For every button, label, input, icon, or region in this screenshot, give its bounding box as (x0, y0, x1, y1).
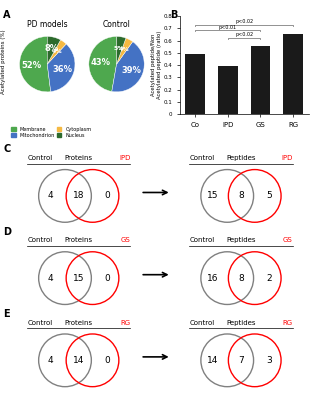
Text: RG: RG (283, 320, 293, 326)
Wedge shape (47, 40, 66, 64)
Text: 52%: 52% (21, 61, 41, 70)
Text: B: B (170, 10, 177, 20)
Text: RG: RG (120, 320, 130, 326)
Wedge shape (89, 36, 117, 91)
Text: 39%: 39% (122, 66, 141, 75)
Bar (283, 34, 303, 114)
Text: 15: 15 (73, 273, 84, 283)
Text: Control: Control (189, 320, 215, 326)
Text: p<0.01: p<0.01 (219, 25, 237, 30)
Title: PD models: PD models (27, 20, 67, 29)
Text: Acetylated proteins (%): Acetylated proteins (%) (1, 30, 6, 95)
Text: Control: Control (189, 237, 215, 243)
Text: 3: 3 (267, 356, 272, 365)
Text: 14: 14 (207, 356, 218, 365)
Y-axis label: Acetylated peptide/Non
Acetylated peptide (ratio): Acetylated peptide/Non Acetylated peptid… (151, 31, 162, 99)
Text: Proteins: Proteins (65, 320, 93, 326)
Text: Peptides: Peptides (226, 320, 256, 326)
Text: Control: Control (189, 155, 215, 161)
Text: 8%: 8% (44, 44, 58, 53)
Text: Proteins: Proteins (65, 237, 93, 243)
Wedge shape (117, 38, 133, 64)
Text: 4%: 4% (119, 47, 129, 53)
Wedge shape (20, 36, 51, 92)
Text: D: D (3, 227, 11, 237)
Legend: Membrane, Mitochondrion, Cytoplasm, Nucleus: Membrane, Mitochondrion, Cytoplasm, Nucl… (9, 125, 94, 140)
Text: E: E (3, 309, 10, 319)
Bar (251, 46, 270, 114)
Text: A: A (3, 10, 11, 20)
Text: 5%: 5% (114, 46, 125, 51)
Wedge shape (47, 36, 60, 64)
Text: 2: 2 (267, 273, 272, 283)
Text: 36%: 36% (53, 65, 72, 74)
Text: 0: 0 (105, 356, 110, 365)
Text: 8: 8 (238, 273, 244, 283)
Text: 0: 0 (105, 273, 110, 283)
Text: GS: GS (283, 237, 293, 243)
Text: 16: 16 (207, 273, 218, 283)
Text: IPD: IPD (119, 155, 130, 161)
Text: IPD: IPD (281, 155, 293, 161)
Text: Control: Control (27, 237, 52, 243)
Text: Proteins: Proteins (65, 155, 93, 161)
Text: 4%: 4% (51, 49, 62, 54)
Text: 15: 15 (207, 191, 218, 200)
Text: Control: Control (27, 155, 52, 161)
Text: 14: 14 (73, 356, 84, 365)
Wedge shape (117, 36, 126, 64)
Bar (218, 67, 238, 114)
Text: 8: 8 (238, 191, 244, 200)
Text: p<0.02: p<0.02 (235, 32, 253, 37)
Text: 7: 7 (238, 356, 244, 365)
Text: 5: 5 (267, 191, 272, 200)
Title: Control: Control (103, 20, 130, 29)
Text: 18: 18 (73, 191, 84, 200)
Text: p<0.02: p<0.02 (235, 19, 253, 24)
Text: 4: 4 (47, 191, 53, 200)
Text: Control: Control (27, 320, 52, 326)
Wedge shape (112, 42, 144, 92)
Text: 43%: 43% (90, 58, 111, 67)
Wedge shape (47, 44, 75, 92)
Text: GS: GS (121, 237, 130, 243)
Text: C: C (3, 144, 10, 154)
Text: Peptides: Peptides (226, 155, 256, 161)
Text: 0: 0 (105, 191, 110, 200)
Text: 4: 4 (47, 273, 53, 283)
Text: 4: 4 (47, 356, 53, 365)
Bar (186, 54, 205, 114)
Text: Peptides: Peptides (226, 237, 256, 243)
